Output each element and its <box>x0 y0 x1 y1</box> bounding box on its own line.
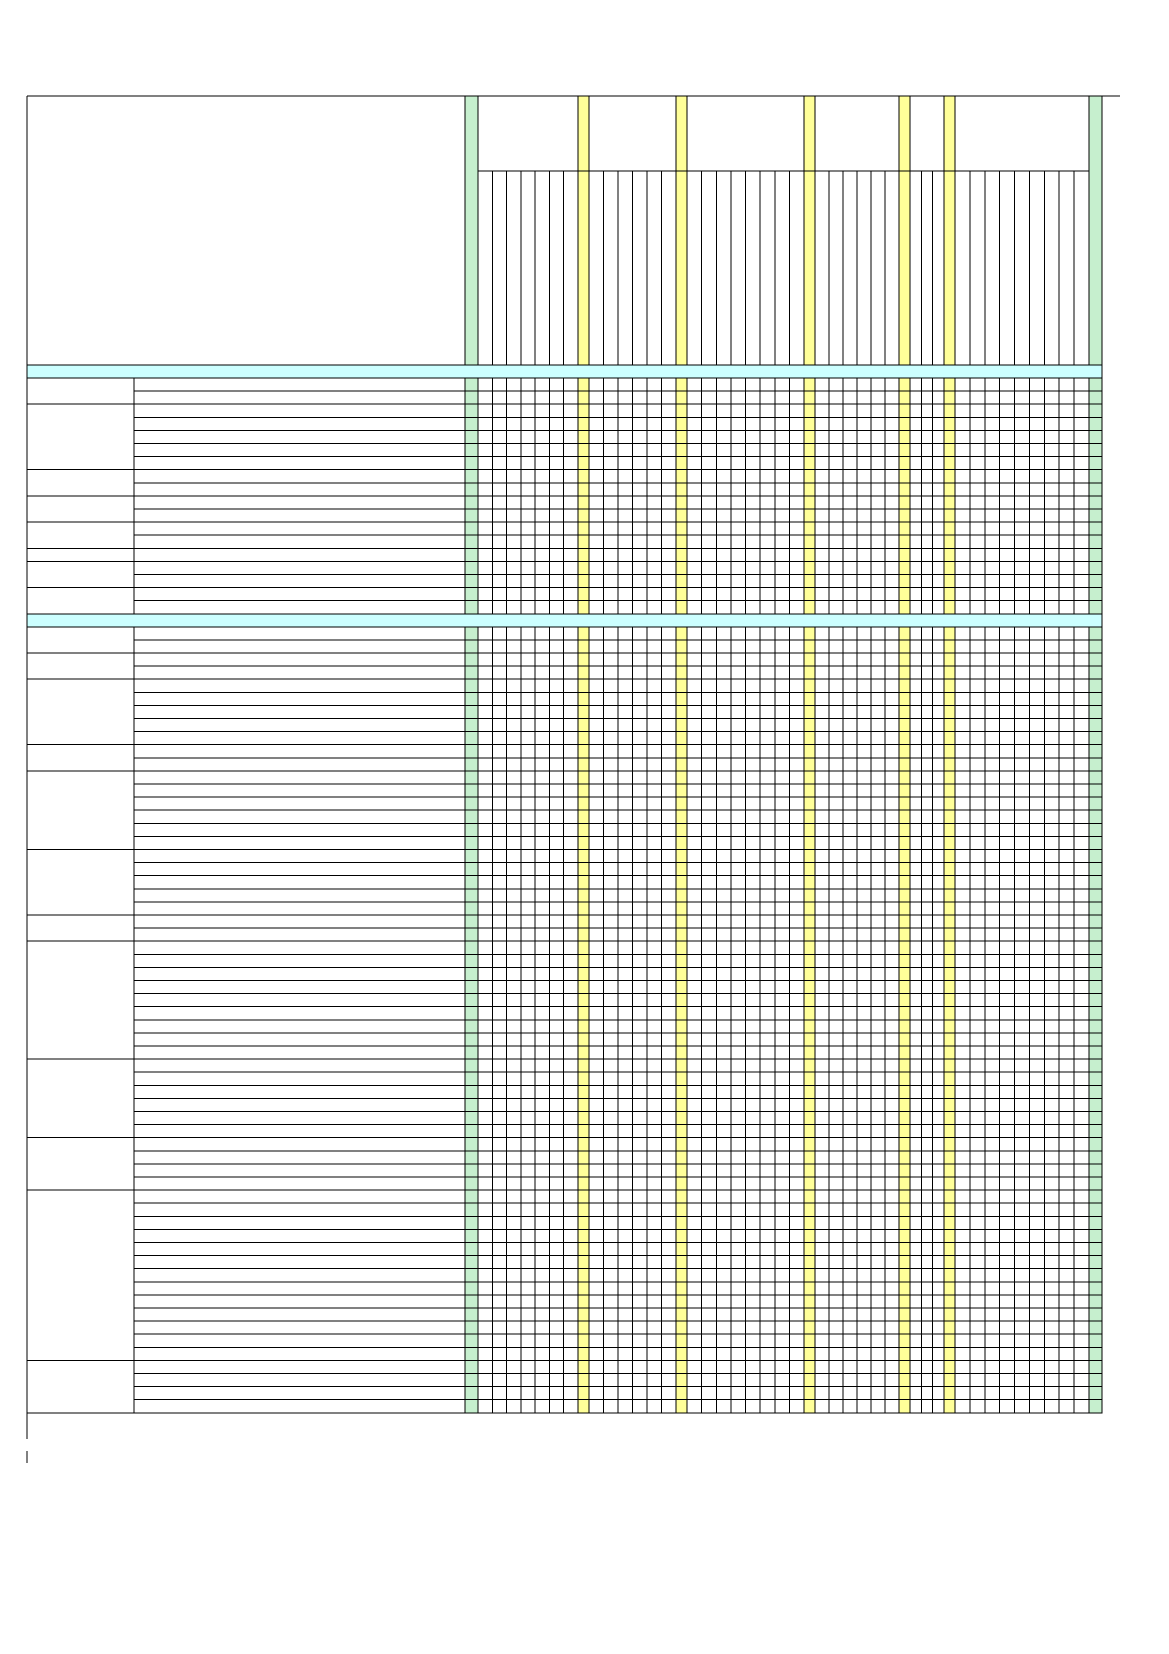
yellow-column-band <box>898 95 911 1414</box>
yellow-column-band <box>577 95 590 1414</box>
yellow-column-band <box>943 95 956 1414</box>
yellow-column-band <box>803 95 816 1414</box>
yellow-column-band <box>675 95 688 1414</box>
section-band <box>26 364 1103 379</box>
green-column-band <box>464 95 479 1414</box>
green-column-band <box>1088 95 1103 1414</box>
section-band <box>26 613 1103 628</box>
